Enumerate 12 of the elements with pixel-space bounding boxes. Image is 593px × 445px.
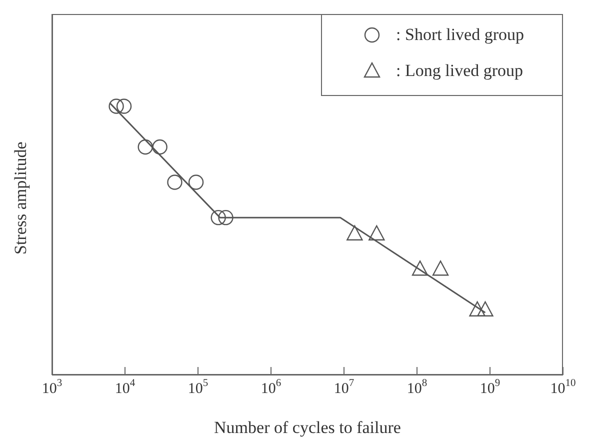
x-tick-label: 10$^{10}$ [550,378,576,397]
x-tick-label: 10$^{3}$ [42,378,62,397]
x-tick-label: 10$^{9}$ [480,378,500,397]
x-axis-title: Number of cycles to failure [214,418,401,437]
y-axis-title: Stress amplitude [11,142,30,254]
x-tick-label: 10$^{6}$ [260,378,282,397]
x-tick-label: 10$^{8}$ [406,378,428,397]
x-tick-label: 10$^{5}$ [188,378,208,397]
x-tick-label: 10$^{7}$ [334,378,354,397]
legend-label: : Short lived group [396,25,524,45]
x-tick-label: 10$^{4}$ [114,378,136,397]
legend-label: : Long lived group [396,61,524,81]
